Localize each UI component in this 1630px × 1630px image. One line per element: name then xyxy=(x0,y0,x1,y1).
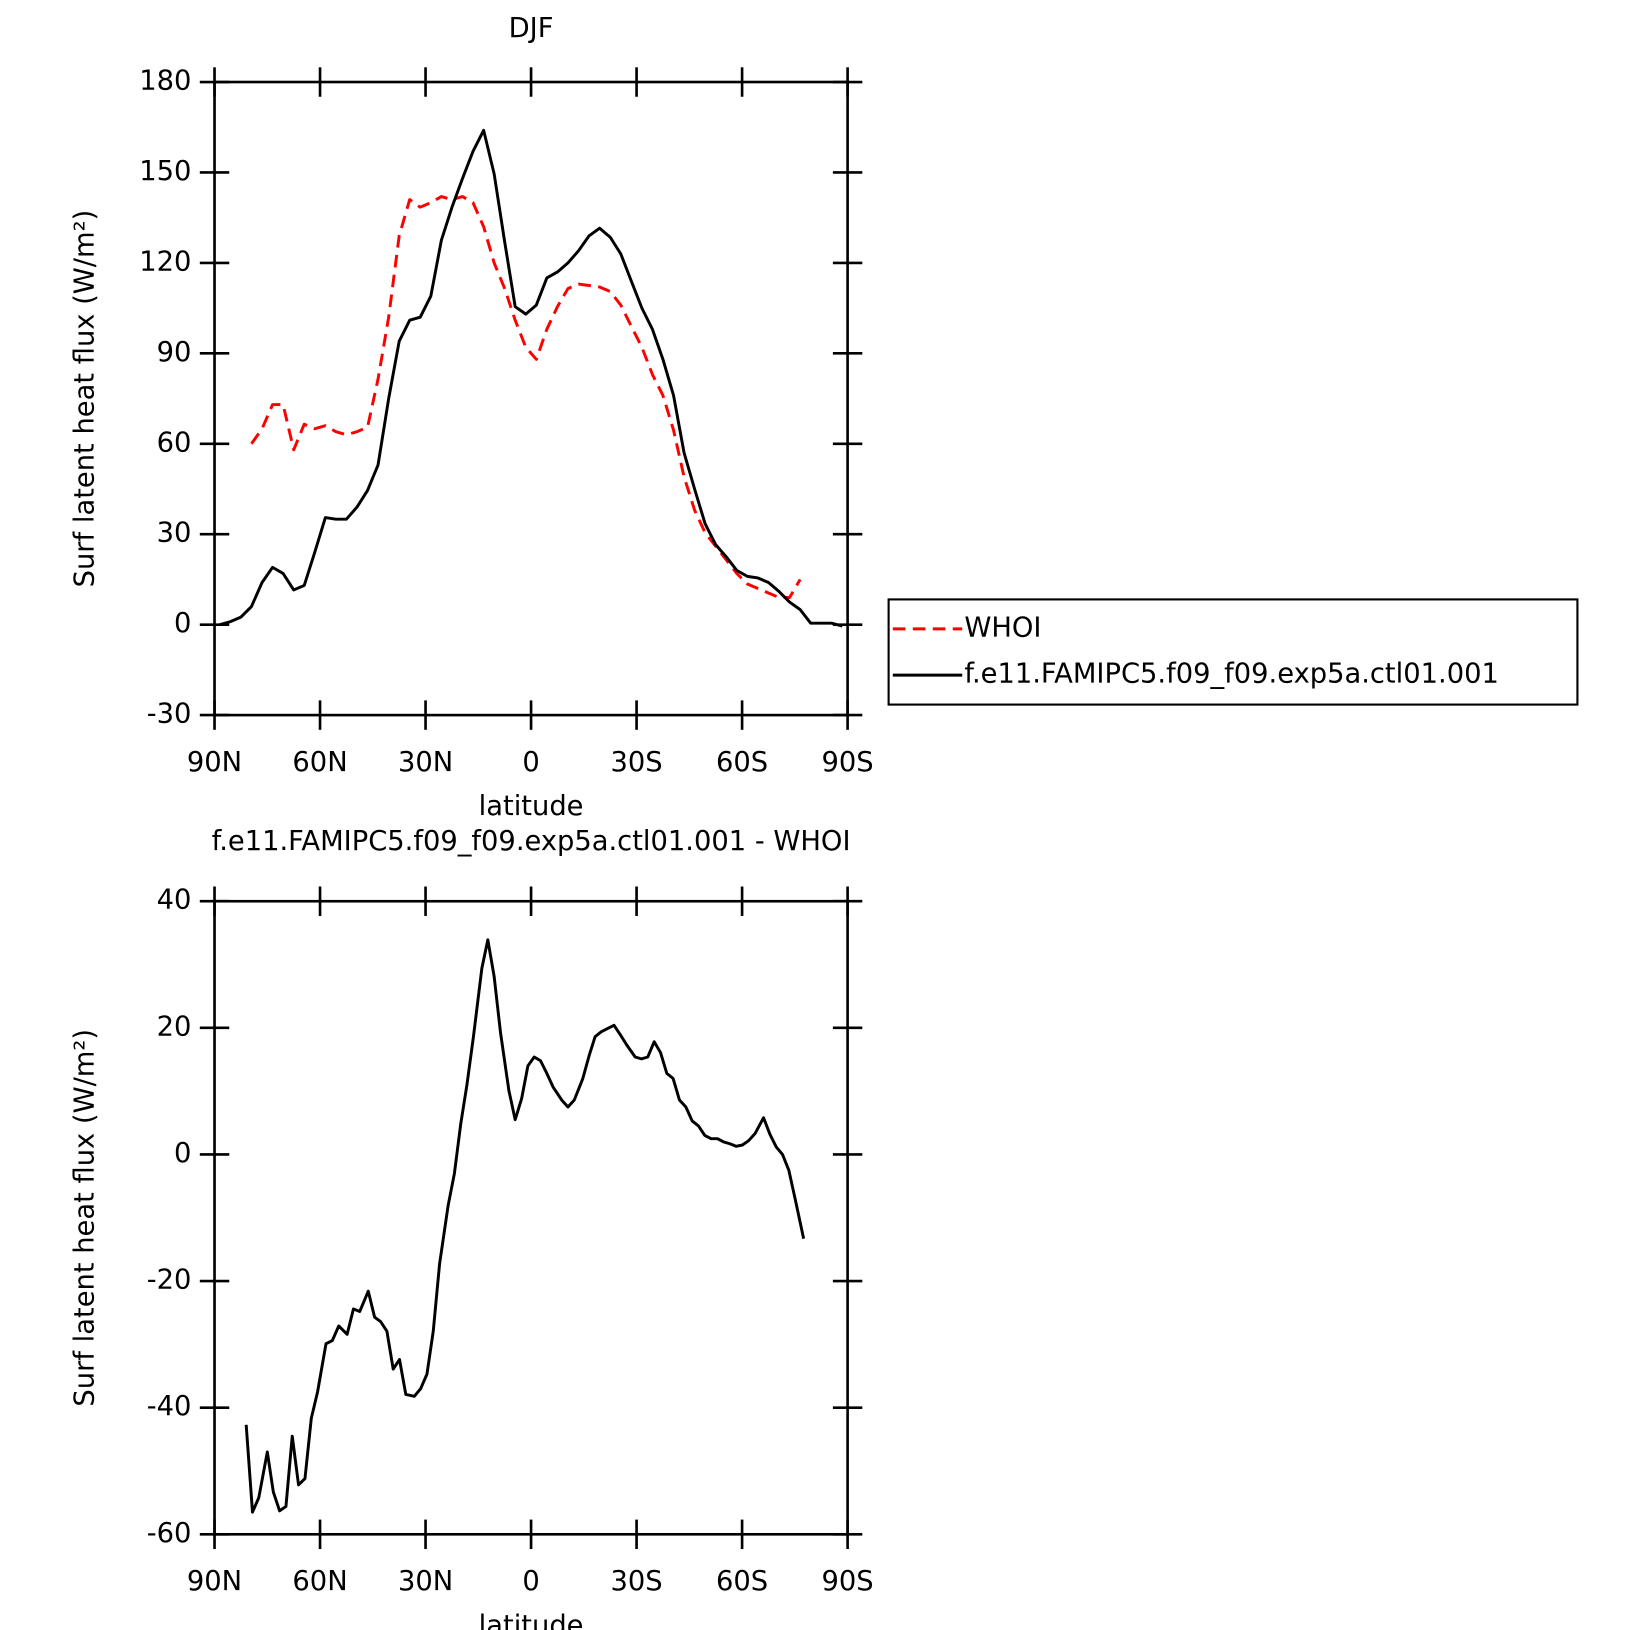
x-tick-label: 60N xyxy=(292,1566,347,1597)
y-tick-label: 0 xyxy=(174,1138,191,1169)
legend-box xyxy=(887,598,1579,706)
data-line xyxy=(244,938,806,1514)
y-tick-label: 40 xyxy=(157,885,192,916)
x-axis-label: latitude xyxy=(479,1610,584,1630)
x-tick-label: 30S xyxy=(611,747,663,778)
x-tick-label: 30S xyxy=(611,1566,663,1597)
data-line xyxy=(250,195,802,599)
y-tick-label: 120 xyxy=(139,246,191,277)
y-tick-label: -20 xyxy=(147,1265,192,1296)
y-axis-label: Surf latent heat flux (W/m²) xyxy=(70,210,101,588)
y-tick-label: -40 xyxy=(147,1391,192,1422)
x-axis-label: latitude xyxy=(479,791,584,822)
x-tick-label: 60S xyxy=(716,747,768,778)
chart-title: f.e11.FAMIPC5.f09_f09.exp5a.ctl01.001 - … xyxy=(212,826,851,857)
x-tick-label: 90S xyxy=(822,1566,874,1597)
y-tick-label: 60 xyxy=(157,427,192,458)
x-tick-label: 90S xyxy=(822,747,874,778)
y-tick-label: -30 xyxy=(147,699,192,730)
y-tick-label: 20 xyxy=(157,1011,192,1042)
x-tick-label: 60S xyxy=(716,1566,768,1597)
y-tick-label: 150 xyxy=(139,156,191,187)
x-tick-label: 30N xyxy=(398,1566,453,1597)
x-tick-label: 90N xyxy=(187,1566,242,1597)
x-tick-label: 60N xyxy=(292,747,347,778)
x-tick-label: 0 xyxy=(522,1566,539,1597)
legend-label: WHOI xyxy=(964,612,1041,643)
y-axis-label: Surf latent heat flux (W/m²) xyxy=(70,1029,101,1407)
legend-label: f.e11.FAMIPC5.f09_f09.exp5a.ctl01.001 xyxy=(964,659,1499,690)
y-tick-label: 180 xyxy=(139,66,191,97)
data-line xyxy=(219,128,843,628)
x-tick-label: 90N xyxy=(187,747,242,778)
y-tick-label: 30 xyxy=(157,518,192,549)
x-tick-label: 30N xyxy=(398,747,453,778)
y-tick-label: 0 xyxy=(174,608,191,639)
x-tick-label: 0 xyxy=(522,747,539,778)
y-tick-label: -60 xyxy=(147,1518,192,1549)
y-tick-label: 90 xyxy=(157,337,192,368)
plot-frame xyxy=(213,80,849,717)
chart-title: DJF xyxy=(509,13,554,44)
